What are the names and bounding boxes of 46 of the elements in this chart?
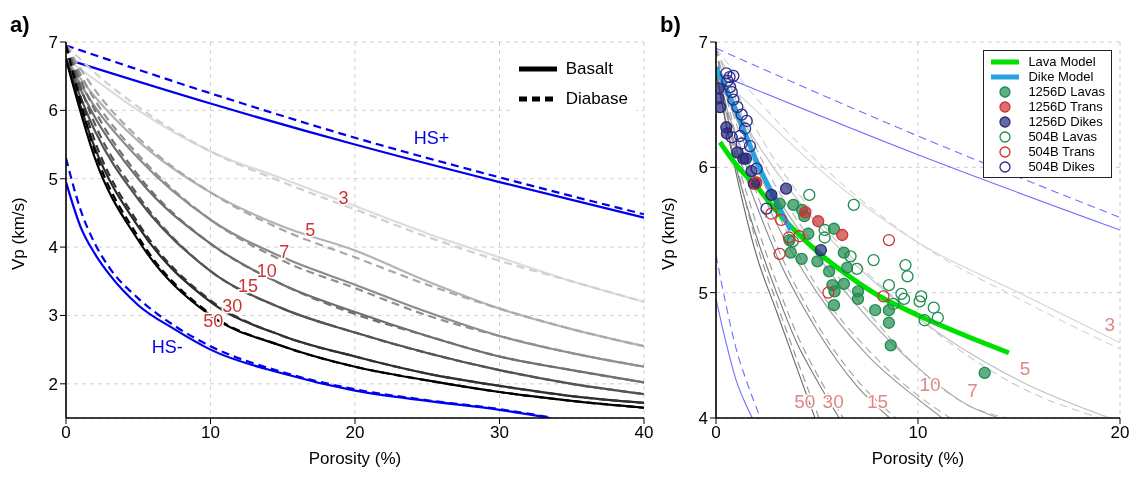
annotation: 7 [279, 242, 290, 263]
x-tick-label: 10 [201, 423, 220, 443]
y-tick-label: 2 [48, 374, 58, 394]
chart-title: a) [10, 12, 30, 38]
x-tick-label: 40 [634, 423, 654, 443]
legend-label: 1256D Dikes [1028, 114, 1103, 129]
x-tick-label: 30 [490, 423, 509, 443]
annotation: HS+ [413, 128, 450, 149]
y-tick-label: 5 [698, 283, 708, 303]
y-tick-label: 4 [48, 238, 58, 258]
legend-label: Dike Model [1028, 69, 1094, 84]
x-tick-label: 20 [1110, 423, 1130, 443]
y-axis-title: Vp (km/s) [659, 197, 679, 270]
annotation: 3 [1104, 313, 1116, 335]
x-tick-label: 0 [711, 423, 721, 443]
y-tick-label: 4 [698, 409, 708, 429]
x-axis-title: Porosity (%) [871, 449, 965, 468]
y-tick-label: 7 [698, 33, 708, 53]
legend-label: 1256D Lavas [1028, 84, 1105, 99]
annotation: 7 [967, 380, 978, 402]
annotation: 5 [1019, 357, 1031, 379]
annotation: 30 [222, 295, 243, 316]
annotation: 50 [203, 311, 224, 332]
y-tick-label: 5 [48, 169, 58, 189]
x-axis-title: Porosity (%) [308, 449, 402, 468]
annotation: 15 [238, 276, 259, 297]
annotation: 10 [919, 373, 941, 395]
legend-label: 504B Trans [1028, 144, 1095, 159]
x-tick-label: 10 [908, 423, 928, 443]
x-tick-label: 20 [345, 423, 365, 443]
legend-label: Lava Model [1028, 54, 1096, 69]
legend-label: 504B Dikes [1028, 159, 1095, 174]
y-tick-label: 6 [48, 101, 58, 121]
y-tick-label: 3 [48, 306, 58, 326]
legend-label: 1256D Trans [1028, 99, 1103, 114]
legend-label: 504B Lavas [1028, 129, 1098, 144]
x-tick-label: 0 [61, 423, 71, 443]
legend-label: Diabase [565, 88, 628, 110]
chart-title: b) [660, 12, 681, 38]
y-tick-label: 6 [698, 158, 708, 178]
legend-label: Basalt [565, 58, 613, 80]
y-tick-label: 7 [48, 33, 58, 53]
annotation: 3 [338, 188, 349, 209]
annotation: 5 [305, 220, 316, 241]
annotation: HS- [151, 336, 183, 357]
y-axis-title: Vp (km/s) [9, 197, 29, 270]
